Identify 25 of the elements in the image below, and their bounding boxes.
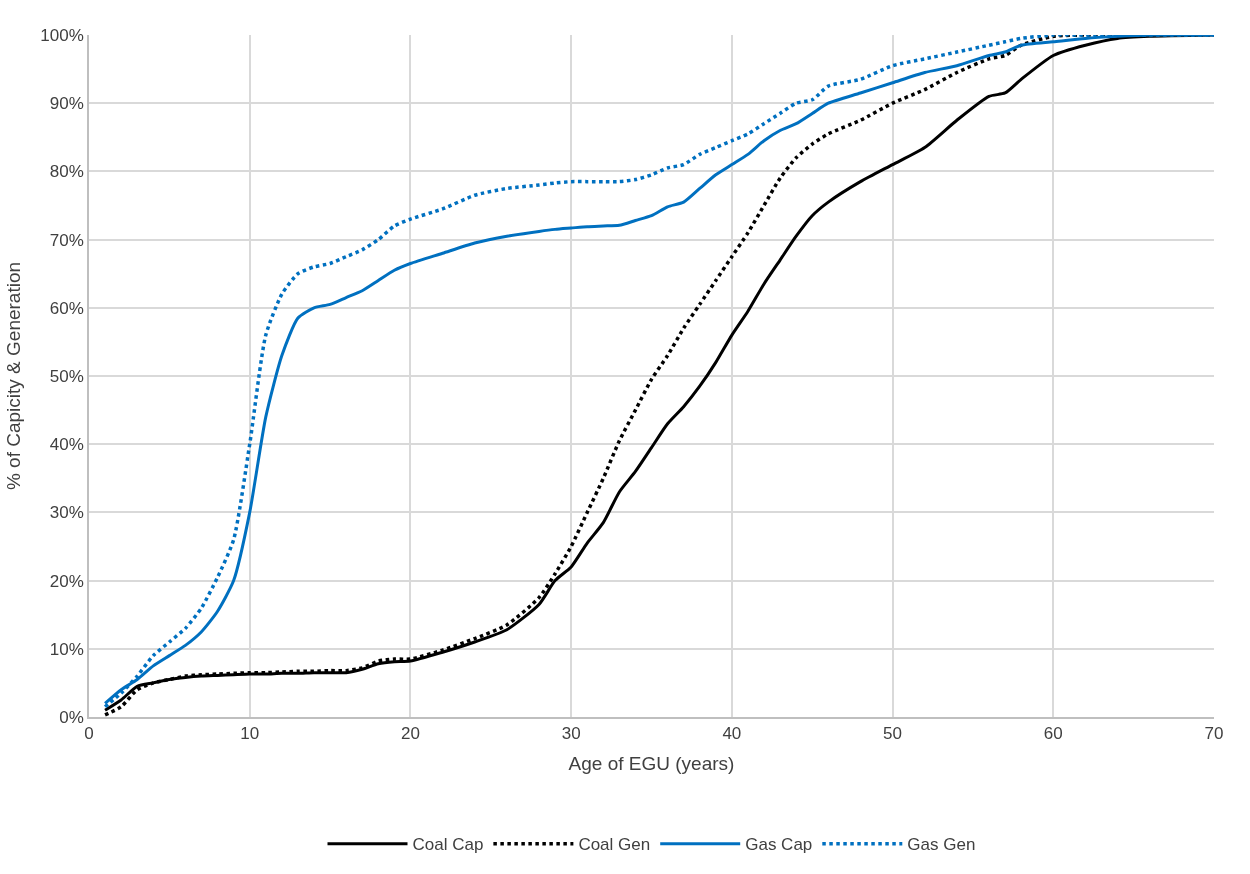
x-tick-label: 70 — [1204, 724, 1224, 744]
x-tick-label: 30 — [561, 724, 581, 744]
legend-label: Coal Cap — [412, 835, 484, 855]
y-tick-label: 90% — [49, 94, 84, 114]
y-tick-label: 100% — [40, 25, 84, 45]
x-tick-label: 60 — [1043, 724, 1063, 744]
x-axis-title: Age of EGU (years) — [568, 753, 735, 775]
x-tick-label: 50 — [883, 724, 903, 744]
y-tick-label: 0% — [59, 707, 84, 727]
x-tick-label: 20 — [400, 724, 420, 744]
legend-label: Gas Gen — [907, 835, 976, 855]
y-tick-label: 50% — [49, 366, 84, 386]
y-axis-title: % of Capicity & Generation — [2, 261, 24, 491]
y-tick-label: 70% — [49, 230, 84, 250]
x-tick-label: 0 — [84, 724, 94, 744]
x-tick-label: 10 — [240, 724, 260, 744]
y-tick-label: 30% — [49, 503, 84, 523]
y-tick-label: 10% — [49, 639, 84, 659]
y-tick-label: 20% — [49, 571, 84, 591]
y-tick-label: 80% — [49, 162, 84, 182]
x-tick-label: 40 — [722, 724, 742, 744]
y-tick-label: 40% — [49, 435, 84, 455]
legend-label: Coal Gen — [578, 835, 651, 855]
legend-label: Gas Cap — [745, 835, 813, 855]
y-tick-label: 60% — [49, 298, 84, 318]
